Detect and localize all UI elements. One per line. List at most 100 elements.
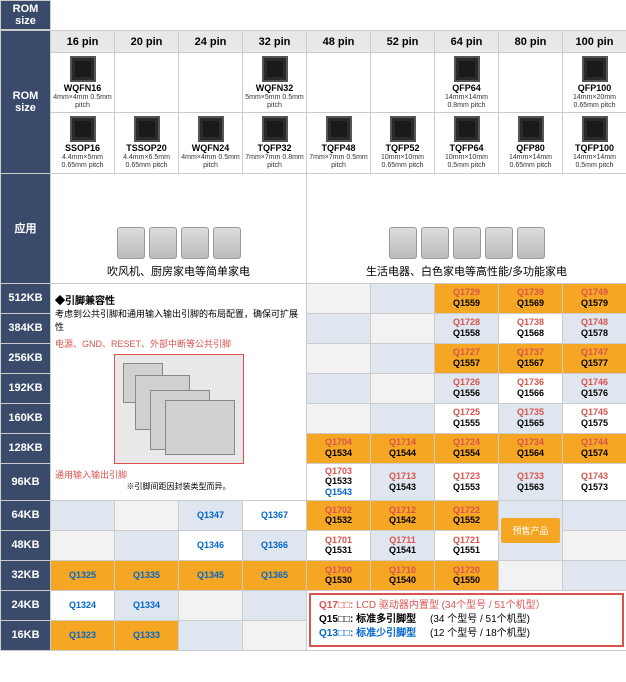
- chip-icon: [582, 56, 608, 82]
- pkg-dim: 14mm×20mm 0.65mm pitch: [564, 94, 625, 109]
- empty-cell: [563, 560, 626, 590]
- pkg-WQFN16: WQFN16 4mm×4mm 0.5mm pitch: [51, 53, 115, 113]
- part-q15: Q1533: [309, 476, 368, 487]
- pkg-empty: [179, 53, 243, 113]
- pkg-TQFP48: TQFP48 7mm×7mm 0.5mm pitch: [307, 113, 371, 173]
- rom-grid-body: 512KB ◆引脚兼容性 考虑到公共引脚和通用输入输出引脚的布局配置，确保可扩展…: [1, 283, 626, 650]
- part-cell: Q1724Q1554: [435, 433, 499, 463]
- part-q17: Q1738: [501, 317, 560, 328]
- microwave-icon: [485, 227, 513, 259]
- part-cell: Q1738Q1568: [499, 313, 563, 343]
- pkg-dim: 14mm×14mm 0.65mm pitch: [500, 154, 561, 169]
- chip-icon: [134, 116, 160, 142]
- pkg-empty: [115, 53, 179, 113]
- empty-cell: [307, 403, 371, 433]
- chip-icon: [454, 116, 480, 142]
- pkg-QFP64: QFP64 14mm×14mm 0.8mm pitch: [435, 53, 499, 113]
- pkg-empty: [307, 53, 371, 113]
- part-q17: Q1714: [373, 437, 432, 448]
- rom-label: 32KB: [1, 560, 51, 590]
- chip-icon: [70, 116, 96, 142]
- shaver-icon: [149, 227, 177, 259]
- pkg-TSSOP20: TSSOP20 4.4mm×6.5mm 0.65mm pitch: [115, 113, 179, 173]
- purifier-icon: [453, 227, 481, 259]
- part-cell: Q1726Q1556: [435, 373, 499, 403]
- legend-q15: Q15□□: 标准多引脚型 (34 个型号 / 51个机型): [319, 613, 614, 627]
- part-q17: Q1728: [437, 317, 496, 328]
- app-advanced: 生活电器、白色家电等高性能/多功能家电: [307, 173, 626, 283]
- application-row: 应用 吹风机、厨房家电等简单家电 生活电器、白色家电等高性能/多功能家电: [1, 173, 626, 283]
- part-q15: Q1557: [437, 358, 496, 369]
- pkg-WQFN24: WQFN24 4mm×4mm 0.5mm pitch: [179, 113, 243, 173]
- part-cell: Q1711Q1541: [371, 530, 435, 560]
- onsale-cell: 预售产品: [499, 500, 563, 560]
- pkg-name: QFP64: [436, 84, 497, 94]
- empty-cell: [499, 560, 563, 590]
- chip-icon: [390, 116, 416, 142]
- part-q17: Q1733: [501, 471, 560, 482]
- pkg-WQFN32: WQFN32 5mm×5mm 0.5mm pitch: [243, 53, 307, 113]
- part-q17: Q1700: [309, 565, 368, 576]
- empty-cell: [371, 373, 435, 403]
- compat-red1: 电源、GND、RESET、外部中断等公共引脚: [55, 337, 302, 350]
- part-q15: Q1577: [565, 358, 624, 369]
- corner-header: ROM size: [1, 1, 51, 30]
- washer-icon: [517, 227, 545, 259]
- part-q17: Q1734: [501, 437, 560, 448]
- part-q15: Q1553: [437, 482, 496, 493]
- col-48pin: 48 pin: [307, 31, 371, 53]
- col-32pin: 32 pin: [243, 31, 307, 53]
- part-q15: Q1575: [565, 418, 624, 429]
- part-q15: Q1544: [373, 448, 432, 459]
- pkg-dim: 7mm×7mm 0.5mm pitch: [308, 154, 369, 169]
- part-q15: Q1534: [309, 448, 368, 459]
- compat-red2: 通用输入输出引脚: [55, 468, 302, 481]
- empty-cell: [115, 500, 179, 530]
- pin-header-row: ROM size 16 pin 20 pin 24 pin 32 pin 48 …: [1, 31, 626, 53]
- part-cell: Q1721Q1551: [435, 530, 499, 560]
- part-q15: Q1569: [501, 298, 560, 309]
- part-q13: Q1346: [181, 540, 240, 551]
- part-cell: Q1748Q1578: [563, 313, 626, 343]
- part-q15: Q1542: [373, 515, 432, 526]
- part-q13: Q1325: [53, 570, 112, 581]
- rom-label: 512KB: [1, 283, 51, 313]
- part-q17: Q1739: [501, 287, 560, 298]
- pkg-name: WQFN24: [180, 144, 241, 154]
- part-cell: Q1743Q1573: [563, 463, 626, 500]
- pkg-name: TQFP52: [372, 144, 433, 154]
- part-cell: Q1704Q1534: [307, 433, 371, 463]
- app-simple: 吹风机、厨房家电等简单家电: [51, 173, 307, 283]
- chip-icon: [198, 116, 224, 142]
- hairdryer-icon: [117, 227, 145, 259]
- rom-label: 24KB: [1, 590, 51, 620]
- rom-label: 48KB: [1, 530, 51, 560]
- part-cell: Q1703Q1533Q1543: [307, 463, 371, 500]
- col-100pin: 100 pin: [563, 31, 626, 53]
- part-q15: Q1541: [373, 545, 432, 556]
- part-q15: Q1551: [437, 545, 496, 556]
- part-q17: Q1701: [309, 535, 368, 546]
- part-cell: Q1323: [51, 620, 115, 650]
- legend-q13: Q13□□: 标准少引脚型 (12 个型号 / 18个机型): [319, 627, 614, 641]
- empty-cell: [307, 343, 371, 373]
- part-q13: Q1335: [117, 570, 176, 581]
- part-q15: Q1568: [501, 328, 560, 339]
- legend-box: Q17□□: LCD 驱动器内置型 (34个型号 / 51个机型） Q15□□:…: [309, 593, 624, 647]
- part-cell: Q1733Q1563: [499, 463, 563, 500]
- part-q15: Q1573: [565, 482, 624, 493]
- chip-icon: [518, 116, 544, 142]
- empty-cell: [179, 620, 243, 650]
- part-cell: Q1345: [179, 560, 243, 590]
- part-q17: Q1723: [437, 471, 496, 482]
- empty-cell: [243, 590, 307, 620]
- part-q13: Q1543: [309, 487, 368, 498]
- part-cell: Q1734Q1564: [499, 433, 563, 463]
- part-cell: Q1723Q1553: [435, 463, 499, 500]
- part-cell: Q1701Q1531: [307, 530, 371, 560]
- part-q15: Q1563: [501, 482, 560, 493]
- empty-cell: [371, 313, 435, 343]
- pkg-name: TQFP100: [564, 144, 625, 154]
- part-cell: Q1335: [115, 560, 179, 590]
- chip-icon: [262, 56, 288, 82]
